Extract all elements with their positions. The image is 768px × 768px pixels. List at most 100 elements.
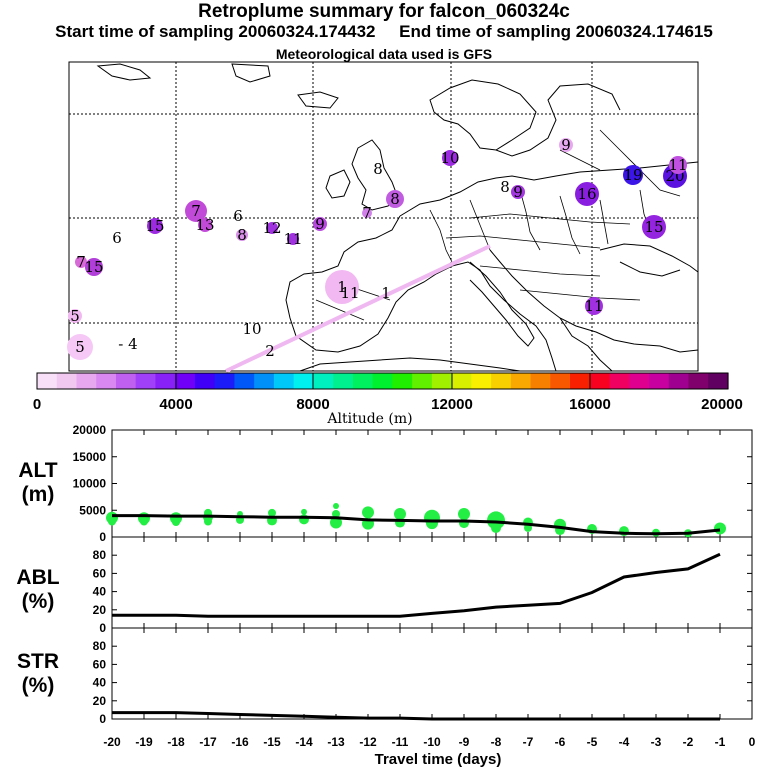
altitude-point <box>172 518 180 527</box>
colorbar-cell <box>471 373 492 389</box>
cluster-label: 1 <box>381 284 391 302</box>
colorbar-cell <box>194 373 216 389</box>
colorbar-cell <box>155 373 176 389</box>
colorbar-cell <box>175 373 196 389</box>
cluster-label: 9 <box>513 183 523 201</box>
cluster-label: 8 <box>390 190 400 208</box>
altitude-point <box>268 508 276 517</box>
colorbar-cell <box>115 373 137 389</box>
cluster-label: 19 <box>623 166 642 184</box>
cluster-label: 10 <box>242 320 261 338</box>
cluster-circle <box>266 222 278 234</box>
colorbar-cell <box>550 373 571 389</box>
cluster-label: 6 <box>233 207 243 225</box>
colorbar-cell <box>372 373 393 389</box>
cluster-label: 15 <box>84 258 103 276</box>
cluster-label: 11 <box>584 297 603 315</box>
x-tick-label: -14 <box>295 735 313 749</box>
altitude-point <box>458 507 470 520</box>
colorbar-tick-label: 0 <box>33 396 41 413</box>
map-gridlines <box>69 62 698 371</box>
altitude-point <box>332 509 340 518</box>
x-tick-label: -19 <box>135 735 153 749</box>
colorbar-cell <box>491 373 512 389</box>
x-tick-label: -17 <box>199 735 217 749</box>
cluster-label: 5 <box>70 307 80 325</box>
colorbar-tick-label: 20000 <box>701 396 743 413</box>
colorbar-cell <box>96 373 117 389</box>
cluster-circle <box>442 150 458 166</box>
str-axis-label-bottom: (%) <box>22 674 55 697</box>
x-tick-label: -9 <box>459 735 470 749</box>
cluster-circle <box>68 309 82 323</box>
cluster-circle <box>575 182 599 206</box>
y-tick-label: 0 <box>99 621 106 635</box>
end-time-label: End time of sampling 20060324.174615 <box>399 22 713 41</box>
colorbar-cell <box>273 373 295 389</box>
cluster-label: 6 <box>112 229 122 247</box>
cluster-circle <box>313 217 327 231</box>
cluster-label: 11 <box>283 230 302 248</box>
colorbar-cell <box>56 373 78 389</box>
x-tick-label: -4 <box>619 735 630 749</box>
cluster-label: 9 <box>315 215 325 233</box>
cluster-label: 12 <box>262 219 281 237</box>
colorbar-cell <box>392 373 413 389</box>
abl-axis-label-bottom: (%) <box>22 590 55 613</box>
x-tick-label: -12 <box>359 735 377 749</box>
trajectory-path <box>225 244 491 373</box>
colorbar: 0 4000 8000 12000 16000 20000 Altitude (… <box>33 372 743 427</box>
colorbar-cell <box>629 373 650 389</box>
str-axis-label-top: STR <box>17 650 59 673</box>
cluster-circle <box>287 233 299 245</box>
series-line <box>112 514 721 536</box>
y-tick-label: 20 <box>93 694 107 708</box>
cluster-circle <box>236 229 248 241</box>
cluster-circle <box>386 190 404 208</box>
cluster-circle <box>325 270 359 304</box>
abl-axis-label-top: ABL <box>16 566 59 589</box>
altitude-point <box>487 511 505 530</box>
cluster-label: - 4 <box>118 335 137 353</box>
altitude-point <box>714 522 726 535</box>
colorbar-tick-label: 8000 <box>296 396 329 413</box>
alt-axis-label-top: ALT <box>18 459 57 482</box>
cluster-label: 10 <box>440 149 459 167</box>
cluster-circle <box>67 334 93 360</box>
cluster-label: 5 <box>75 338 85 356</box>
altitude-point <box>394 507 406 520</box>
colorbar-cell <box>668 373 690 389</box>
cluster-label: 15 <box>145 217 164 235</box>
altitude-point <box>333 502 339 509</box>
cluster-circle <box>669 156 687 174</box>
colorbar-cell <box>313 373 334 389</box>
cluster-label: 7 <box>76 253 86 271</box>
colorbar-cell <box>352 373 374 389</box>
cluster-circle <box>585 297 603 315</box>
colorbar-cell <box>76 373 97 389</box>
colorbar-tick-label: 4000 <box>159 396 192 413</box>
y-tick-label: 20 <box>93 603 107 617</box>
colorbar-cell <box>135 373 157 389</box>
colorbar-cell <box>451 373 472 389</box>
start-time-label: Start time of sampling 20060324.174432 <box>55 22 376 41</box>
sampling-times: Start time of sampling 20060324.174432 E… <box>0 22 768 42</box>
y-tick-label: 15000 <box>73 450 107 464</box>
colorbar-cell <box>234 373 255 389</box>
x-tick-label: -7 <box>523 735 534 749</box>
colorbar-tick-label: 16000 <box>569 396 611 413</box>
colorbar-cell <box>37 373 58 389</box>
series-line <box>112 552 721 618</box>
y-tick-label: 60 <box>93 657 107 671</box>
altitude-point <box>301 508 307 515</box>
cluster-label: 8 <box>500 178 510 196</box>
cluster-circle <box>362 208 372 218</box>
colorbar-cell <box>510 373 532 389</box>
cluster-label: 16 <box>577 185 596 203</box>
x-axis: -20 -19 -18 -17 -16 -15 -14 -13 -12 -11 -10 -9 -8 -7-… <box>103 735 755 749</box>
colorbar-cells <box>37 373 729 389</box>
cluster-label: 7 <box>362 204 372 222</box>
x-axis-title: Travel time (days) <box>375 751 502 768</box>
